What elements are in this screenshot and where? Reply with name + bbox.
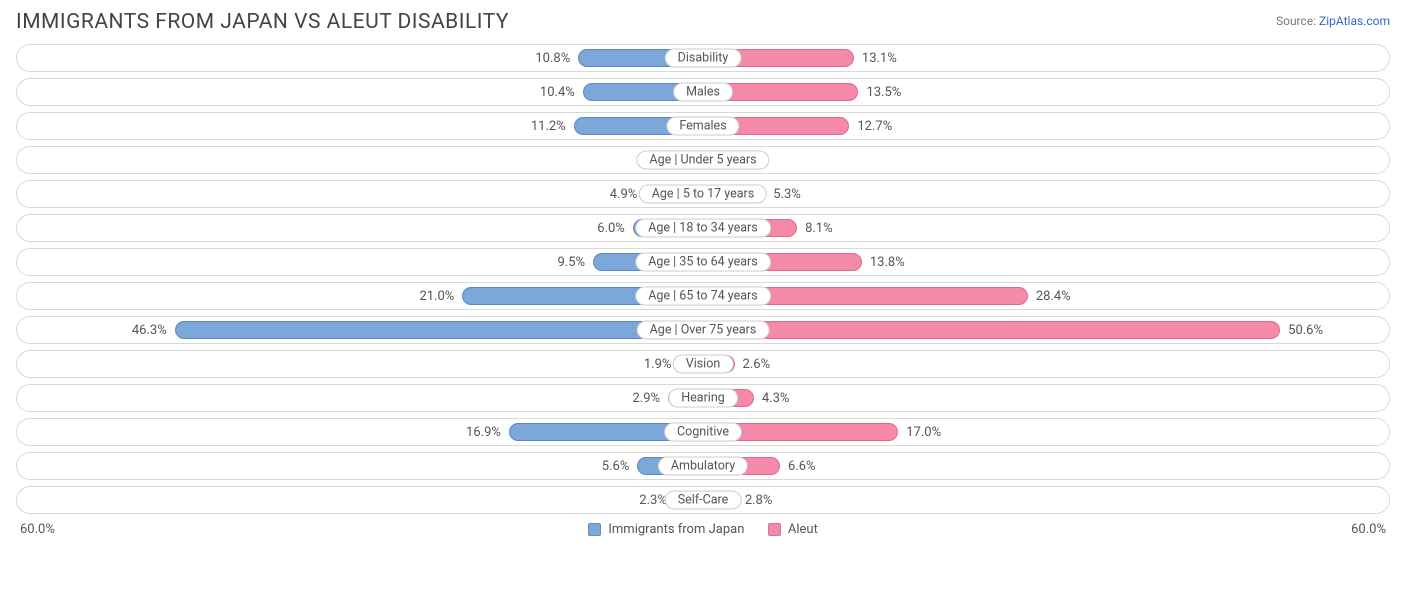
right-value: 5.3% — [767, 187, 807, 202]
left-half: 11.2% — [17, 113, 703, 139]
right-half: 1.2% — [703, 147, 1389, 173]
category-label: Age | 35 to 64 years — [635, 253, 771, 272]
chart-row: 6.0% 8.1% Age | 18 to 34 years — [16, 214, 1390, 242]
source-prefix: Source: — [1276, 14, 1319, 28]
left-half: 6.0% — [17, 215, 703, 241]
right-half: 2.8% — [703, 487, 1389, 513]
chart-header: IMMIGRANTS FROM JAPAN VS ALEUT DISABILIT… — [0, 0, 1406, 40]
right-half: 8.1% — [703, 215, 1389, 241]
right-value: 13.5% — [860, 85, 907, 100]
left-bar — [175, 321, 701, 339]
source-attribution: Source: ZipAtlas.com — [1276, 10, 1390, 28]
category-label: Age | Under 5 years — [636, 151, 769, 170]
category-label: Males — [673, 83, 733, 102]
chart-row: 5.6% 6.6% Ambulatory — [16, 452, 1390, 480]
left-value: 2.9% — [626, 391, 666, 406]
right-value: 12.7% — [851, 119, 898, 134]
right-value: 4.3% — [756, 391, 796, 406]
legend-item-right: Aleut — [768, 522, 818, 537]
right-half: 2.6% — [703, 351, 1389, 377]
left-value: 21.0% — [413, 289, 460, 304]
right-half: 13.5% — [703, 79, 1389, 105]
chart-row: 2.9% 4.3% Hearing — [16, 384, 1390, 412]
left-value: 1.9% — [638, 357, 678, 372]
right-half: 12.7% — [703, 113, 1389, 139]
chart-row: 21.0% 28.4% Age | 65 to 74 years — [16, 282, 1390, 310]
left-half: 9.5% — [17, 249, 703, 275]
legend-label-right: Aleut — [788, 522, 818, 537]
chart-row: 10.8% 13.1% Disability — [16, 44, 1390, 72]
left-half: 10.4% — [17, 79, 703, 105]
category-label: Age | 5 to 17 years — [639, 185, 767, 204]
category-label: Ambulatory — [658, 457, 748, 476]
left-half: 46.3% — [17, 317, 703, 343]
left-value: 46.3% — [126, 323, 173, 338]
category-label: Age | 65 to 74 years — [635, 287, 771, 306]
chart-footer: 60.0% Immigrants from Japan Aleut 60.0% — [0, 520, 1406, 547]
right-value: 6.6% — [782, 459, 822, 474]
left-half: 10.8% — [17, 45, 703, 71]
category-label: Age | 18 to 34 years — [635, 219, 771, 238]
chart-row: 11.2% 12.7% Females — [16, 112, 1390, 140]
left-value: 16.9% — [460, 425, 507, 440]
right-value: 13.8% — [864, 255, 911, 270]
left-value: 11.2% — [525, 119, 572, 134]
left-value: 10.8% — [529, 51, 576, 66]
right-value: 2.6% — [737, 357, 777, 372]
chart-row: 16.9% 17.0% Cognitive — [16, 418, 1390, 446]
chart-title: IMMIGRANTS FROM JAPAN VS ALEUT DISABILIT… — [16, 10, 509, 34]
right-half: 17.0% — [703, 419, 1389, 445]
left-value: 5.6% — [596, 459, 636, 474]
left-half: 1.9% — [17, 351, 703, 377]
left-half: 1.1% — [17, 147, 703, 173]
chart-row: 1.9% 2.6%Vision — [16, 350, 1390, 378]
chart-row: 4.9% 5.3%Age | 5 to 17 years — [16, 180, 1390, 208]
right-value: 50.6% — [1282, 323, 1329, 338]
category-label: Females — [666, 117, 739, 136]
category-label: Hearing — [668, 389, 738, 408]
diverging-bar-chart: 10.8% 13.1% Disability 10.4% 13.5% Males 11.2%… — [0, 40, 1406, 514]
right-half: 5.3% — [703, 181, 1389, 207]
right-value: 8.1% — [799, 221, 839, 236]
chart-row: 10.4% 13.5% Males — [16, 78, 1390, 106]
right-half: 50.6% — [703, 317, 1389, 343]
left-half: 2.9% — [17, 385, 703, 411]
legend-label-left: Immigrants from Japan — [608, 522, 744, 537]
left-half: 16.9% — [17, 419, 703, 445]
left-half: 4.9% — [17, 181, 703, 207]
axis-max-left: 60.0% — [20, 522, 55, 537]
chart-row: 1.1%1.2%Age | Under 5 years — [16, 146, 1390, 174]
legend-swatch-left — [588, 523, 601, 536]
right-bar — [705, 321, 1280, 339]
right-half: 13.8% — [703, 249, 1389, 275]
left-half: 21.0% — [17, 283, 703, 309]
axis-max-right: 60.0% — [1351, 522, 1386, 537]
right-half: 28.4% — [703, 283, 1389, 309]
left-half: 2.3% — [17, 487, 703, 513]
source-link[interactable]: ZipAtlas.com — [1319, 14, 1390, 28]
chart-row: 46.3% 50.6% Age | Over 75 years — [16, 316, 1390, 344]
left-value: 4.9% — [604, 187, 644, 202]
right-value: 28.4% — [1030, 289, 1077, 304]
right-half: 6.6% — [703, 453, 1389, 479]
left-value: 10.4% — [534, 85, 581, 100]
right-half: 13.1% — [703, 45, 1389, 71]
legend: Immigrants from Japan Aleut — [55, 522, 1351, 537]
legend-swatch-right — [768, 523, 781, 536]
chart-row: 2.3% 2.8%Self-Care — [16, 486, 1390, 514]
right-value: 2.8% — [739, 493, 779, 508]
legend-item-left: Immigrants from Japan — [588, 522, 744, 537]
right-half: 4.3% — [703, 385, 1389, 411]
category-label: Age | Over 75 years — [637, 321, 770, 340]
left-value: 6.0% — [591, 221, 631, 236]
category-label: Vision — [673, 355, 734, 374]
chart-row: 9.5% 13.8% Age | 35 to 64 years — [16, 248, 1390, 276]
right-value: 13.1% — [856, 51, 903, 66]
left-value: 9.5% — [551, 255, 591, 270]
right-value: 17.0% — [900, 425, 947, 440]
left-half: 5.6% — [17, 453, 703, 479]
category-label: Cognitive — [664, 423, 742, 442]
category-label: Disability — [665, 49, 742, 68]
category-label: Self-Care — [665, 491, 742, 510]
